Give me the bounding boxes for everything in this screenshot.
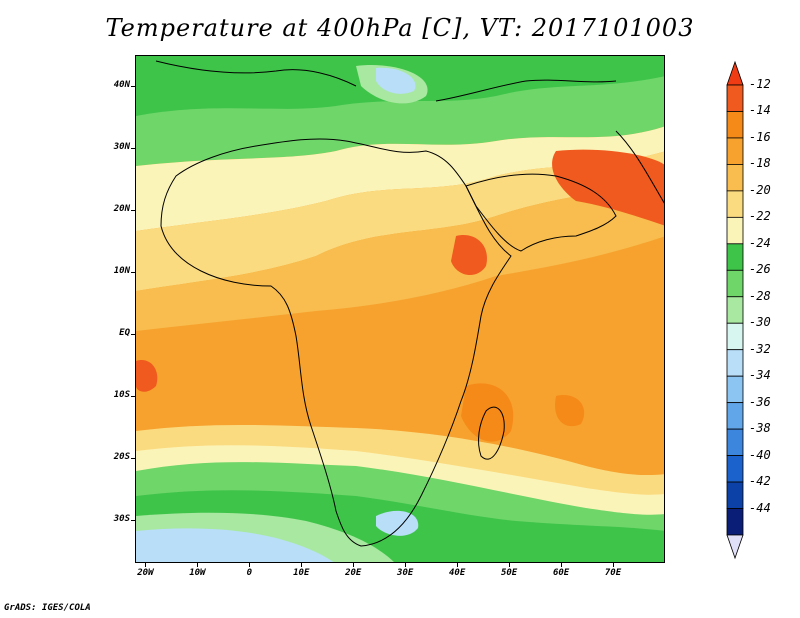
colorbar-swatch [726,508,744,536]
colorbar-label: -42 [749,474,771,489]
colorbar-swatch [726,84,744,112]
colorbar-label: -38 [749,421,771,436]
lon-tick-mark [509,563,511,567]
colorbar-swatch [726,269,744,298]
lat-tick-mark [131,395,135,397]
indian-ocean-hotspot [555,395,585,427]
lat-tick-mark [131,85,135,87]
colorbar-label: -24 [749,235,771,250]
lat-tick-label: 40N [113,79,130,90]
europe-coastline [155,60,617,102]
colorbar [726,60,744,560]
arabia-hotspot [552,149,664,226]
southwest-coldest [136,528,334,562]
arabia-coastline [465,173,617,252]
colorbar-swatch [726,455,744,483]
lat-tick-label: 30N [113,141,130,152]
lon-tick-mark [249,563,251,567]
map-title: Temperature at 400hPa [C], VT: 201710100… [105,14,695,42]
lon-tick-mark [405,563,407,567]
mediterranean-coldest [376,67,416,94]
north-transition-band [136,126,664,231]
horn-hotspot [451,235,487,276]
footer-credit: GrADS: IGES/COLA [4,603,91,613]
colorbar-label: -14 [749,103,771,118]
lon-tick-label: 60E [552,568,570,578]
lon-tick-mark [197,563,199,567]
lon-tick-label: 10W [189,568,206,578]
lat-tick-label: EQ [119,327,130,338]
lon-tick-mark [561,563,563,567]
lat-tick-label: 10S [113,389,130,400]
lon-tick-label: 10E [293,568,310,578]
lon-tick-label: 20E [345,568,362,578]
north-warm-band [136,151,664,291]
lat-tick-mark [131,519,135,521]
lon-tick-label: 30E [397,568,414,578]
colorbar-label: -32 [749,341,771,356]
colorbar-label: -26 [749,262,771,277]
colorbar-label: -20 [749,182,771,197]
lat-tick-mark [131,147,135,149]
lon-tick-mark [353,563,355,567]
lon-tick-label: 70E [604,568,622,578]
colorbar-swatch [726,322,744,351]
colorbar-label: -22 [749,209,771,224]
colorbar-label: -16 [749,129,771,144]
colorbar-swatch [726,216,744,245]
colorbar-swatch [726,164,744,192]
colorbar-swatch [726,428,744,456]
lon-tick-mark [145,563,147,567]
india-coastline [615,130,664,204]
colorbar-swatch [726,243,744,271]
colorbar-swatch [726,402,744,430]
colorbar-swatch [726,190,744,218]
colorbar-swatch [726,481,744,509]
colorbar-swatch [726,296,744,324]
mozambique-hotspot [461,383,514,442]
lat-tick-mark [131,457,135,459]
colorbar-swatch [726,349,744,377]
lon-tick-mark [457,563,459,567]
colorbar-label: -18 [749,156,771,171]
temperature-field [136,56,664,562]
lat-tick-label: 30S [113,513,130,524]
madagascar-coastline [478,406,505,460]
lon-tick-label: 50E [500,568,518,578]
lat-tick-label: 20N [113,203,130,214]
africa-coastline [160,138,512,547]
lat-tick-mark [131,271,135,273]
lat-tick-mark [131,333,135,335]
temperature-map [135,55,665,563]
colorbar-label: -40 [749,447,771,462]
lat-tick-label: 20S [113,451,130,462]
lat-tick-label: 10N [113,265,130,276]
lon-tick-mark [613,563,615,567]
colorbar-label: -44 [749,500,771,515]
colorbar-label: -30 [749,315,771,330]
colorbar-bottom-arrow [726,534,744,560]
lon-tick-label: 40E [449,568,466,578]
colorbar-label: -34 [749,368,771,383]
colorbar-swatch [726,137,744,165]
north-mid-band [136,176,664,331]
colorbar-swatch [726,375,744,404]
lon-tick-label: 20W [137,568,154,578]
lon-tick-label: 0 [246,568,253,578]
colorbar-label: -28 [749,288,771,303]
colorbar-top-arrow [726,60,744,86]
colorbar-label: -12 [749,77,771,91]
atlantic-hotspot [136,360,158,392]
lon-tick-mark [301,563,303,567]
lat-tick-mark [131,209,135,211]
colorbar-label: -36 [749,394,771,409]
colorbar-swatch [726,111,744,139]
